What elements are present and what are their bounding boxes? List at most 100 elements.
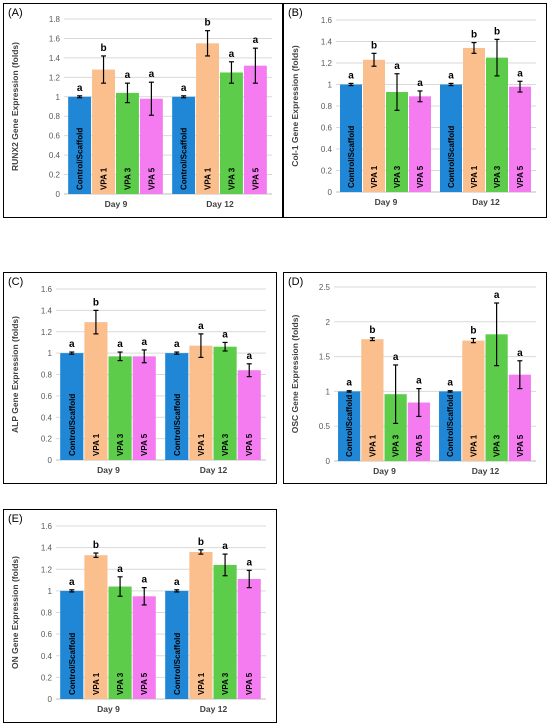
y-tick-label: 0.8 (321, 102, 333, 111)
bar-series-label: Control/Scaffold (446, 395, 455, 457)
y-tick-label: 0 (48, 456, 53, 465)
y-tick-label: 2 (326, 318, 331, 327)
chart-svg: 0 0.2 0.4 0.6 0.8 1 1.2 1.4 1.6 ALP Gene Expressi… (10, 285, 266, 475)
y-tick-label: 0 (326, 457, 331, 466)
bar-series-label: VPA 5 (245, 433, 254, 456)
y-tick-label: 1.2 (41, 328, 53, 337)
significance-label: a (174, 577, 180, 588)
bar (60, 590, 84, 699)
bar-series-label: VPA 3 (493, 434, 502, 457)
bar (386, 92, 408, 192)
bar-series-label: VPA 1 (469, 434, 478, 457)
bar (116, 92, 139, 194)
y-tick-label: 1.6 (321, 16, 333, 25)
significance-label: a (246, 351, 252, 362)
significance-label: a (117, 339, 123, 350)
bar (237, 578, 261, 699)
y-tick-label: 1 (56, 93, 61, 102)
chart-panel-d: (D) 0 0.5 1 1.5 2 2.5 OSC Gene Expression (fol… (283, 272, 547, 484)
y-tick-label: 1.4 (321, 38, 333, 47)
y-tick-label: 0.6 (41, 392, 53, 401)
significance-label: a (416, 376, 422, 387)
bar (363, 59, 385, 193)
y-axis-label: ALP Gene Expression (folds) (10, 316, 20, 433)
bar (92, 69, 115, 194)
panel-label: (C) (8, 276, 24, 288)
bar (132, 596, 156, 699)
y-tick-label: 1.6 (41, 522, 53, 531)
bar (384, 394, 407, 461)
y-axis-label: RUNX2 Gene Expression (folds) (10, 42, 20, 171)
bar (189, 345, 213, 460)
bar (407, 402, 430, 461)
significance-label: a (222, 329, 228, 340)
y-tick-label: 0.2 (41, 435, 53, 444)
bar (220, 72, 243, 194)
bar-series-label: Control/Scaffold (345, 395, 354, 457)
significance-label: a (253, 35, 259, 46)
y-tick-label: 0.6 (321, 124, 333, 133)
x-tick-label: Day 9 (105, 199, 128, 209)
significance-label: a (448, 70, 454, 81)
y-tick-label: 2.5 (319, 283, 331, 292)
x-tick-label: Day 12 (200, 704, 228, 714)
bar-series-label: VPA 5 (140, 433, 149, 456)
significance-label: a (174, 339, 180, 350)
bar (84, 322, 108, 460)
bar (463, 47, 485, 193)
significance-label: a (517, 348, 523, 359)
bar-series-label: VPA 3 (227, 167, 236, 190)
bar-series-label: VPA 3 (221, 433, 230, 456)
panel-label: (B) (288, 7, 303, 19)
chart-panel-a: (A) 0 0.2 0.4 0.6 0.8 1 1.2 1.4 1.6 1.8 RUNX2 Gene… (3, 3, 283, 218)
bar (84, 555, 108, 699)
chart-panel-c: (C) 0 0.2 0.4 0.6 0.8 1 1.2 1.4 1.6 ALP Gene Expr… (3, 272, 277, 484)
significance-label: a (517, 68, 523, 79)
x-tick-label: Day 9 (373, 466, 396, 476)
significance-label: a (69, 577, 75, 588)
bar (508, 374, 531, 461)
bar (485, 334, 508, 461)
x-tick-label: Day 9 (375, 197, 398, 207)
significance-label: b (470, 326, 476, 337)
y-tick-label: 0.4 (41, 652, 53, 661)
y-tick-label: 0.8 (49, 112, 61, 121)
y-tick-label: 0.2 (321, 167, 333, 176)
y-tick-label: 1 (328, 81, 333, 90)
bar-series-label: VPA 5 (516, 165, 525, 188)
bar (409, 96, 431, 192)
x-tick-label: Day 12 (472, 466, 500, 476)
y-tick-label: 1.2 (321, 59, 333, 68)
bar-series-label: VPA 5 (415, 434, 424, 457)
bar-series-label: VPA 1 (100, 167, 109, 190)
bar (340, 84, 362, 192)
significance-label: a (246, 557, 252, 568)
y-tick-label: 0.8 (41, 371, 53, 380)
significance-label: a (222, 541, 228, 552)
bar (108, 586, 132, 699)
bar (68, 96, 92, 194)
chart-svg: 0 0.2 0.4 0.6 0.8 1 1.2 1.4 1.6 ON Gene Expressio… (10, 522, 266, 714)
significance-label: a (346, 378, 352, 389)
y-tick-label: 1.6 (49, 34, 61, 43)
bar-series-label: VPA 3 (493, 165, 502, 188)
bar (60, 353, 84, 460)
bar-series-label: Control/Scaffold (173, 633, 182, 695)
bar-series-label: VPA 1 (370, 165, 379, 188)
y-tick-label: 0.2 (41, 673, 53, 682)
significance-label: a (417, 78, 423, 89)
bar (509, 86, 531, 192)
bar (237, 370, 261, 460)
chart-panel-b: (B) 0 0.2 0.4 0.6 0.8 1 1.2 1.4 1.6 Col-1 Gene Ex… (283, 3, 547, 218)
y-axis-label: ON Gene Expression (folds) (10, 556, 20, 669)
bar-series-label: VPA 3 (392, 434, 401, 457)
significance-label: a (69, 339, 75, 350)
bar (172, 96, 196, 194)
x-tick-label: Day 12 (206, 199, 234, 209)
y-tick-label: 1.6 (41, 285, 53, 294)
x-tick-label: Day 12 (472, 197, 500, 207)
bar-series-label: Control/Scaffold (347, 126, 356, 188)
bar-series-label: VPA 5 (251, 167, 260, 190)
y-tick-label: 1.2 (49, 73, 61, 82)
bar (213, 346, 237, 460)
